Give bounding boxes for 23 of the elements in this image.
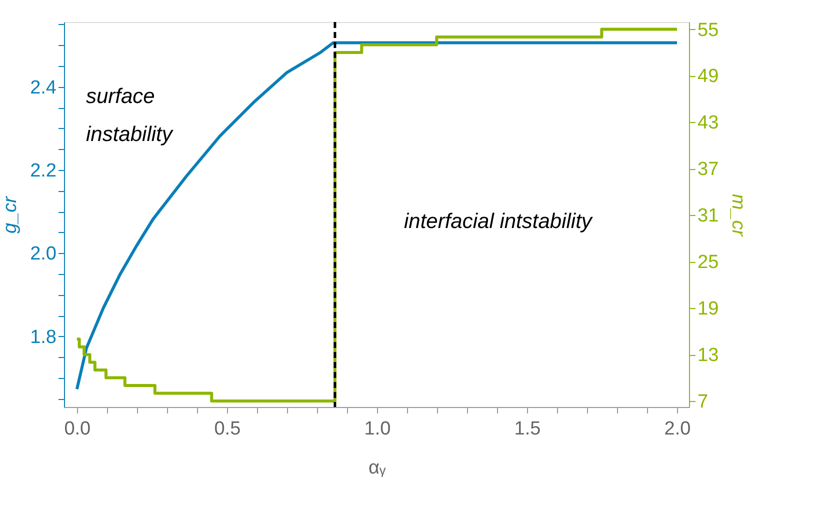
y2-tick-label: 43	[698, 112, 719, 134]
x-tick-label: 0.5	[214, 418, 241, 440]
y2-tick-label: 49	[698, 66, 719, 88]
y2-tick-label: 13	[698, 345, 719, 366]
y2-axis-title: m_cr	[728, 194, 749, 237]
y-tick-label: 2.2	[30, 160, 56, 182]
y-tick-label: 2.0	[30, 244, 56, 265]
y2-tick-label: 7	[698, 392, 708, 413]
x-tick-label: 1.5	[514, 418, 541, 440]
y2-tick-label: 19	[698, 298, 719, 320]
x-axis-title: αᵧ	[368, 458, 386, 478]
y2-tick-label: 25	[698, 252, 719, 274]
annotation: surface instability	[86, 85, 174, 146]
x-tick-label: 1.0	[364, 418, 391, 440]
y2-tick-label: 55	[698, 20, 719, 41]
y-axis-title: g_cr	[0, 196, 22, 234]
y2-tick-label: 37	[698, 159, 719, 180]
y-tick-label: 1.8	[30, 326, 56, 348]
x-tick-label: 0.0	[64, 418, 91, 440]
x-tick-label: 2.0	[664, 418, 691, 440]
annotation: interfacial intstability	[404, 210, 594, 233]
y-tick-label: 2.4	[30, 77, 57, 98]
y2-tick-label: 31	[698, 206, 719, 227]
